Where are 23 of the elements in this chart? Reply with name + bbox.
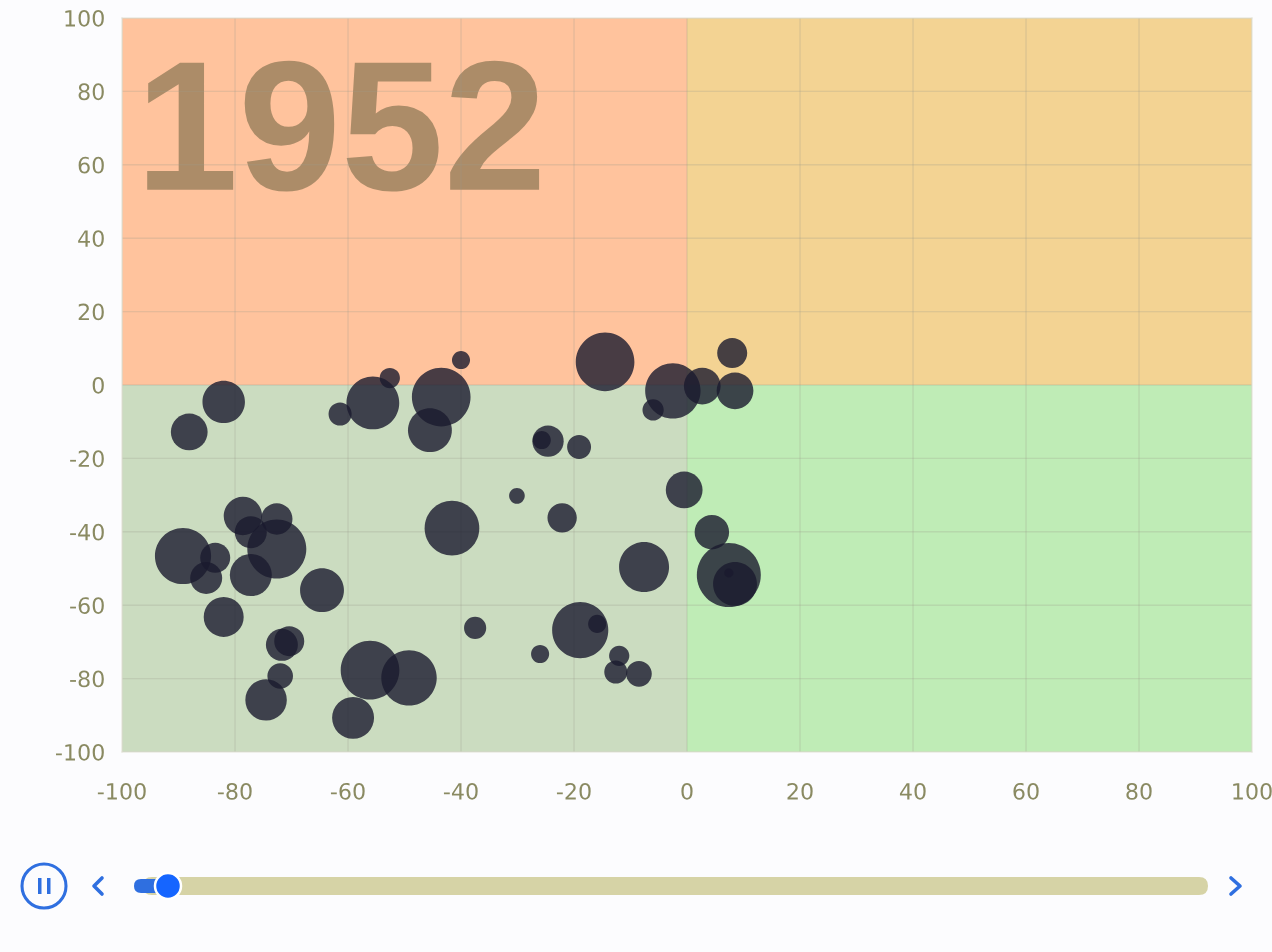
x-tick-label: 0 xyxy=(681,782,693,800)
x-tick-label: 80 xyxy=(1126,782,1152,800)
x-tick-label: -60 xyxy=(330,782,365,800)
y-tick-label: -80 xyxy=(70,670,104,688)
annotation: 1952 xyxy=(147,60,540,192)
x-tick-label: 100 xyxy=(1233,782,1272,800)
y-tick-label: 20 xyxy=(78,303,104,321)
x-tick-label: -20 xyxy=(556,782,591,800)
x-tick-label: 60 xyxy=(1013,782,1039,800)
y-tick-label: 40 xyxy=(78,230,104,247)
x-tick-label: -80 xyxy=(217,782,252,800)
x-tick-label: -100 xyxy=(97,782,146,800)
y-tick-label: 80 xyxy=(78,83,104,101)
x-tick-label: 40 xyxy=(899,782,926,800)
x-tick-label: -40 xyxy=(443,782,478,800)
y-tick-label: 0 xyxy=(92,376,104,394)
y-tick-label: -20 xyxy=(70,450,104,468)
y-tick-label: 100 xyxy=(65,9,104,27)
y-tick-label: -60 xyxy=(70,597,104,614)
y-tick-label: -100 xyxy=(55,743,104,761)
x-tick-label: 20 xyxy=(787,782,813,800)
y-tick-label: -40 xyxy=(70,523,104,541)
y-tick-label: 60 xyxy=(78,156,104,174)
